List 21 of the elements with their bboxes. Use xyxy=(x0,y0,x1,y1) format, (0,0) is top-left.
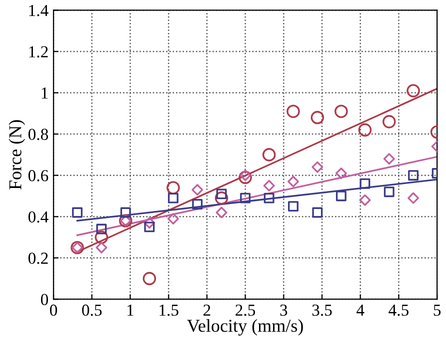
x-tick-label: 5 xyxy=(434,304,441,316)
x-tick-label: 4 xyxy=(356,304,364,316)
x-tick-label: 3.5 xyxy=(312,304,332,316)
x-tick-label: 1 xyxy=(128,304,134,316)
x-tick-label: 2 xyxy=(204,304,210,316)
y-tick-label: 1 xyxy=(42,88,48,99)
x-tick-label: 0 xyxy=(50,304,58,316)
y-tick-label: 0.2 xyxy=(28,252,48,264)
y-tick-label: 1.4 xyxy=(29,4,48,16)
x-tick-label: 3 xyxy=(280,304,288,316)
y-tick-label: 0.4 xyxy=(28,211,48,223)
y-axis-title: Force (N) xyxy=(8,120,26,190)
y-tick-label: 0 xyxy=(40,294,48,306)
y-tick-label: 0.8 xyxy=(28,128,48,140)
x-tick-label: 4.5 xyxy=(388,304,408,316)
x-tick-label: 0.5 xyxy=(82,304,102,316)
x-tick-label: 2.5 xyxy=(236,304,256,316)
x-axis-title: Velocity (mm/s) xyxy=(187,319,303,336)
y-tick-label: 1.2 xyxy=(29,46,48,58)
x-tick-label: 1.5 xyxy=(160,304,178,316)
y-tick-label: 0.6 xyxy=(28,170,48,182)
